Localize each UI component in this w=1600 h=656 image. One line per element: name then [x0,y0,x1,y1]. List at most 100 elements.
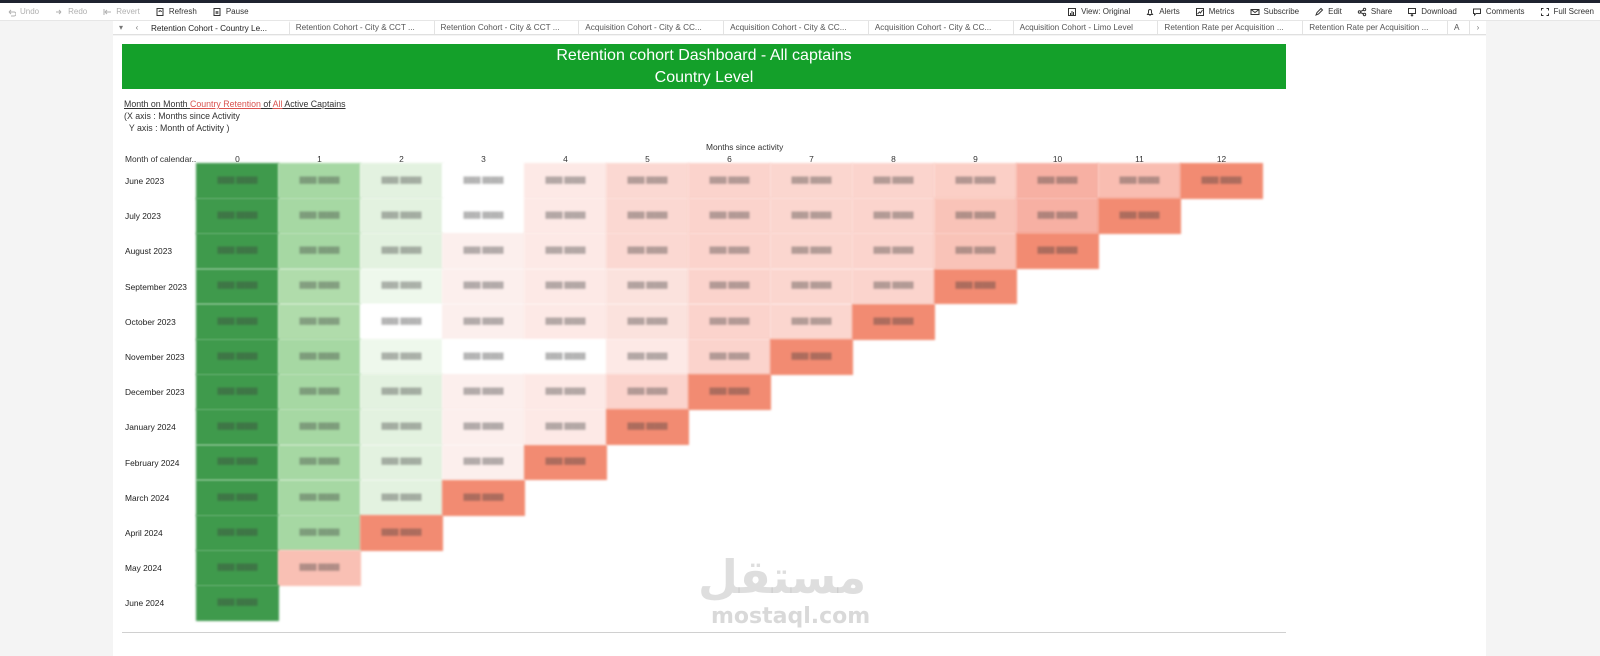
tab-scroll-left-icon[interactable]: ‹ [135,23,139,32]
tab-sheet-4[interactable]: Acquisition Cohort - City & CC... [579,21,725,34]
pause-button[interactable]: Pause [212,3,249,20]
cohort-cell[interactable]: ████ █████ [196,409,279,446]
tab-sheet-7[interactable]: Acquisition Cohort - Limo Level [1014,21,1159,34]
cohort-cell[interactable]: ████ █████ [360,515,443,551]
cohort-cell[interactable]: ████ █████ [1016,198,1099,234]
cohort-cell[interactable]: ████ █████ [688,339,771,375]
share-button[interactable]: Share [1357,3,1392,20]
cohort-cell[interactable]: ████ █████ [524,444,607,481]
cohort-cell[interactable]: ████ █████ [934,233,1017,270]
comments-button[interactable]: Comments [1472,3,1525,20]
cohort-cell[interactable]: ████ █████ [196,550,279,586]
redo-button[interactable]: Redo [54,3,87,20]
cohort-cell[interactable]: ████ █████ [688,233,771,270]
cohort-cell[interactable]: ████ █████ [442,374,525,410]
cohort-cell[interactable]: ████ █████ [360,409,443,446]
cohort-cell[interactable]: ████ █████ [688,198,771,234]
cohort-cell[interactable]: ████ █████ [1016,233,1099,270]
cohort-cell[interactable]: ████ █████ [278,303,361,340]
cohort-cell[interactable]: ████ █████ [524,409,607,446]
cohort-cell[interactable]: ████ █████ [852,268,935,305]
cohort-cell[interactable]: ████ █████ [196,374,279,410]
download-button[interactable]: Download [1407,3,1457,20]
cohort-cell[interactable]: ████ █████ [1016,163,1099,199]
tab-sheet-3[interactable]: Retention Cohort - City & CCT ... [435,21,580,34]
cohort-cell[interactable]: ████ █████ [852,233,935,270]
cohort-cell[interactable]: ████ █████ [606,374,689,410]
view-original-button[interactable]: View: Original [1067,3,1130,20]
edit-button[interactable]: Edit [1314,3,1342,20]
cohort-cell[interactable]: ████ █████ [770,339,853,375]
cohort-cell[interactable]: ████ █████ [524,163,607,199]
cohort-cell[interactable]: ████ █████ [196,268,279,305]
cohort-cell[interactable]: ████ █████ [278,374,361,410]
cohort-cell[interactable]: ████ █████ [360,268,443,305]
cohort-cell[interactable]: ████ █████ [442,339,525,375]
cohort-cell[interactable]: ████ █████ [852,198,935,234]
cohort-cell[interactable]: ████ █████ [360,233,443,270]
cohort-cell[interactable]: ████ █████ [688,374,771,410]
cohort-cell[interactable]: ████ █████ [278,515,361,551]
cohort-cell[interactable]: ████ █████ [606,163,689,199]
revert-button[interactable]: Revert [102,3,140,20]
cohort-cell[interactable]: ████ █████ [360,444,443,481]
cohort-cell[interactable]: ████ █████ [360,198,443,234]
cohort-cell[interactable]: ████ █████ [278,339,361,375]
cohort-cell[interactable]: ████ █████ [278,233,361,270]
cohort-cell[interactable]: ████ █████ [278,479,361,516]
cohort-cell[interactable]: ████ █████ [278,268,361,305]
full-screen-button[interactable]: Full Screen [1540,3,1594,20]
tab-sheet-1[interactable]: Retention Cohort - Country Le... [144,21,290,34]
cohort-cell[interactable]: ████ █████ [360,339,443,375]
cohort-cell[interactable]: ████ █████ [442,268,525,305]
undo-button[interactable]: Undo [6,3,39,20]
cohort-cell[interactable]: ████ █████ [442,198,525,234]
tab-menu-icon[interactable]: ▾ [118,23,123,32]
cohort-cell[interactable]: ████ █████ [524,339,607,375]
cohort-cell[interactable]: ████ █████ [606,339,689,375]
cohort-cell[interactable]: ████ █████ [524,303,607,340]
cohort-cell[interactable]: ████ █████ [196,339,279,375]
cohort-cell[interactable]: ████ █████ [934,268,1017,305]
cohort-cell[interactable]: ████ █████ [196,585,279,622]
cohort-cell[interactable]: ████ █████ [524,233,607,270]
cohort-cell[interactable]: ████ █████ [196,479,279,516]
tab-sheet-9[interactable]: Retention Rate per Acquisition ... [1303,21,1448,34]
refresh-button[interactable]: Refresh [155,3,197,20]
cohort-cell[interactable]: ████ █████ [606,268,689,305]
cohort-cell[interactable]: ████ █████ [934,163,1017,199]
cohort-cell[interactable]: ████ █████ [360,374,443,410]
cohort-cell[interactable]: ████ █████ [360,303,443,340]
cohort-cell[interactable]: ████ █████ [688,163,771,199]
cohort-cell[interactable]: ████ █████ [196,163,279,199]
cohort-cell[interactable]: ████ █████ [688,303,771,340]
cohort-cell[interactable]: ████ █████ [934,198,1017,234]
tab-sheet-6[interactable]: Acquisition Cohort - City & CC... [869,21,1014,34]
cohort-cell[interactable]: ████ █████ [770,268,853,305]
cohort-cell[interactable]: ████ █████ [442,444,525,481]
cohort-cell[interactable]: ████ █████ [278,550,361,586]
cohort-cell[interactable]: ████ █████ [524,374,607,410]
cohort-cell[interactable]: ████ █████ [524,268,607,305]
cohort-cell[interactable]: ████ █████ [524,198,607,234]
cohort-cell[interactable]: ████ █████ [196,515,279,551]
cohort-cell[interactable]: ████ █████ [606,303,689,340]
cohort-cell[interactable]: ████ █████ [442,233,525,270]
cohort-cell[interactable]: ████ █████ [770,303,853,340]
cohort-cell[interactable]: ████ █████ [1180,163,1263,199]
cohort-cell[interactable]: ████ █████ [442,163,525,199]
tab-sheet-2[interactable]: Retention Cohort - City & CCT ... [290,21,435,34]
cohort-cell[interactable]: ████ █████ [852,163,935,199]
tab-sheet-10[interactable]: A [1448,21,1470,34]
metrics-button[interactable]: Metrics [1195,3,1235,20]
alerts-button[interactable]: Alerts [1145,3,1180,20]
cohort-cell[interactable]: ████ █████ [852,303,935,340]
cohort-cell[interactable]: ████ █████ [606,409,689,446]
cohort-cell[interactable]: ████ █████ [770,198,853,234]
tab-sheet-5[interactable]: Acquisition Cohort - City & CC... [724,21,869,34]
cohort-cell[interactable]: ████ █████ [442,303,525,340]
tab-sheet-8[interactable]: Retention Rate per Acquisition ... [1158,21,1304,34]
cohort-cell[interactable]: ████ █████ [278,163,361,199]
cohort-cell[interactable]: ████ █████ [360,479,443,516]
cohort-cell[interactable]: ████ █████ [442,479,525,516]
